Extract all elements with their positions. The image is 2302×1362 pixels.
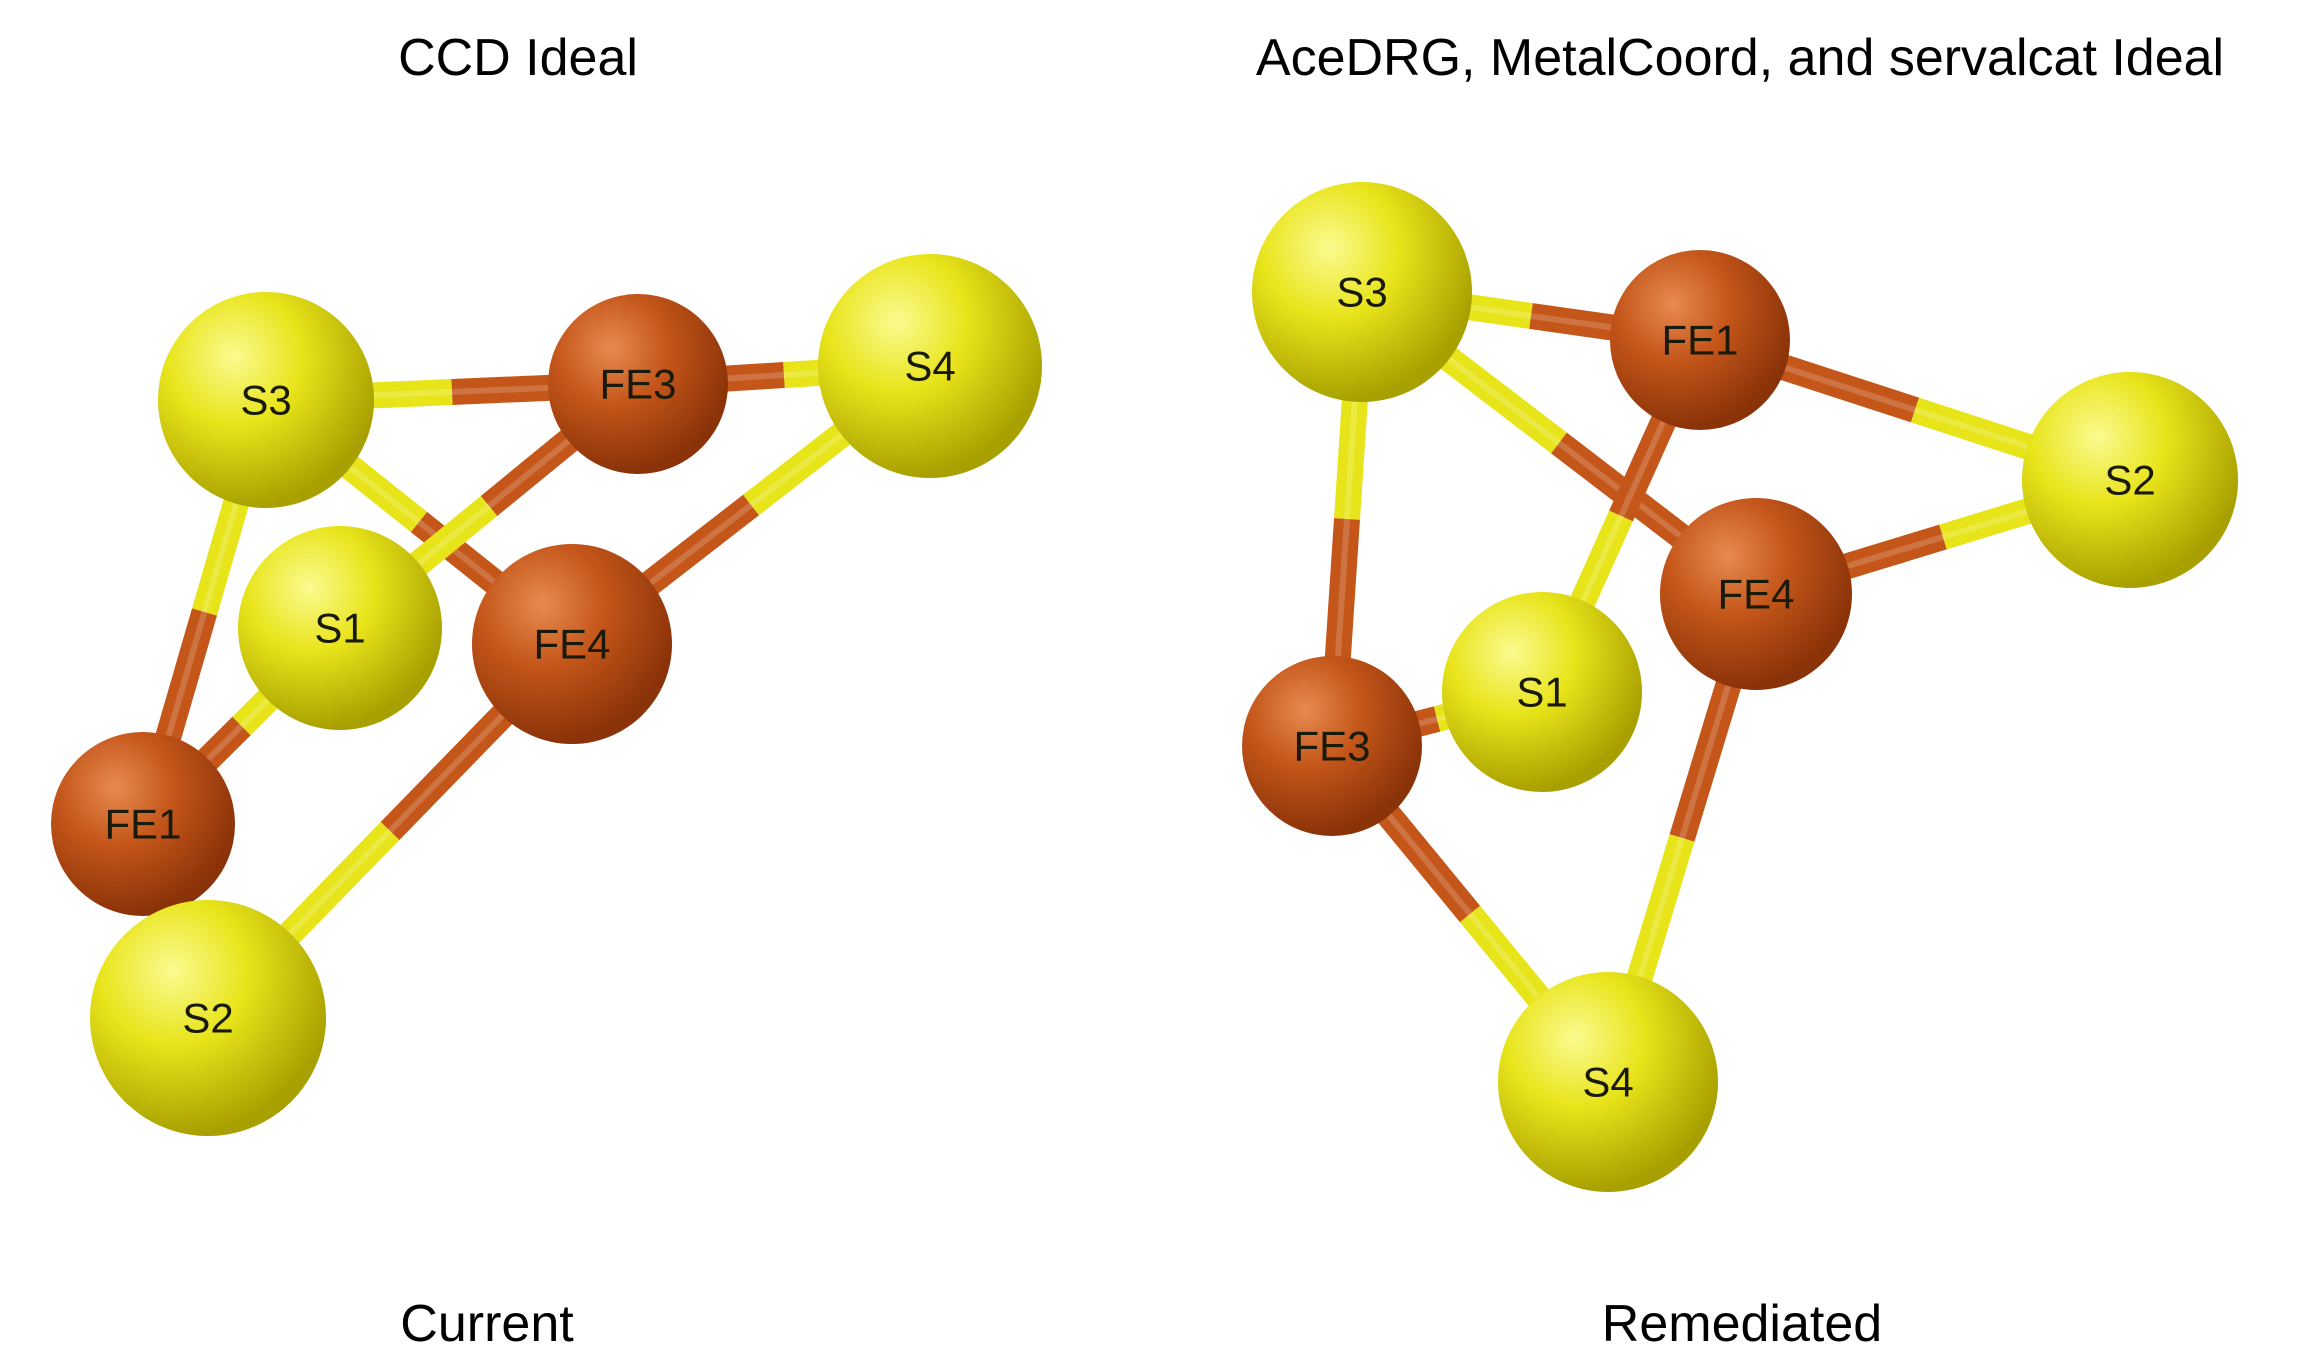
atom-s4: S4 <box>818 254 1042 478</box>
atom-label-fe1: FE1 <box>1661 317 1738 364</box>
atom-label-fe3: FE3 <box>599 361 676 408</box>
left-panel-title: CCD Ideal <box>398 29 638 87</box>
atom-s3: S3 <box>158 292 374 508</box>
atom-label-s1: S1 <box>1516 669 1567 716</box>
atom-label-s1: S1 <box>314 605 365 652</box>
molecule-remediated: S1 FE3 S4 S3 FE1 S2 FE4 <box>1242 182 2238 1192</box>
atom-s1: S1 <box>1442 592 1642 792</box>
atom-fe1: FE1 <box>1610 250 1790 430</box>
atom-s2: S2 <box>2022 372 2238 588</box>
molecule-ccd-ideal: S1 FE1 S2 S3 FE3 S4 FE4 <box>51 254 1042 1136</box>
atom-label-s2: S2 <box>2104 457 2155 504</box>
atom-label-fe4: FE4 <box>533 621 610 668</box>
atom-label-s4: S4 <box>904 343 955 390</box>
left-panel-footer: Current <box>400 1295 574 1353</box>
atom-label-fe3: FE3 <box>1293 723 1370 770</box>
atom-s2: S2 <box>90 900 326 1136</box>
atom-label-s4: S4 <box>1582 1059 1633 1106</box>
right-panel-title: AceDRG, MetalCoord, and servalcat Ideal <box>1255 29 2225 87</box>
atom-fe4: FE4 <box>1660 498 1852 690</box>
atom-label-s3: S3 <box>240 377 291 424</box>
atom-label-s2: S2 <box>182 995 233 1042</box>
atom-s3: S3 <box>1252 182 1472 402</box>
atom-label-fe4: FE4 <box>1717 571 1794 618</box>
atom-s1: S1 <box>238 526 442 730</box>
atom-s4: S4 <box>1498 972 1718 1192</box>
atom-label-fe1: FE1 <box>104 801 181 848</box>
atom-label-s3: S3 <box>1336 269 1387 316</box>
atom-fe4: FE4 <box>472 544 672 744</box>
atom-fe3: FE3 <box>548 294 728 474</box>
atom-fe1: FE1 <box>51 732 235 916</box>
right-panel-footer: Remediated <box>1601 1295 1883 1353</box>
atom-fe3: FE3 <box>1242 656 1422 836</box>
